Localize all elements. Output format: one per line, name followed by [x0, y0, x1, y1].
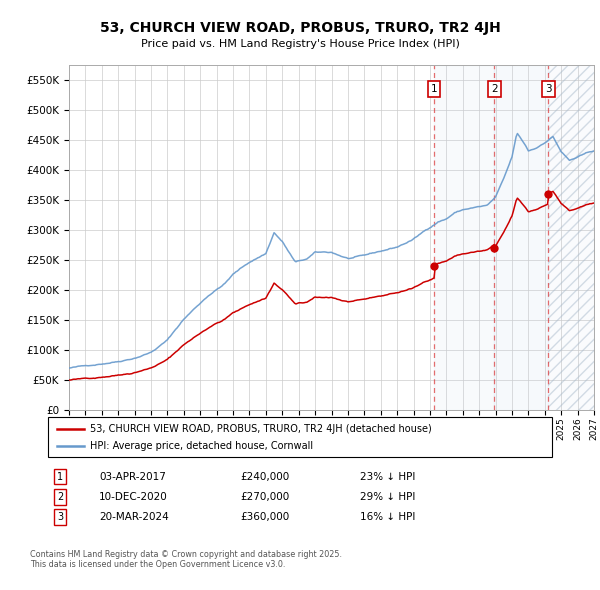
- Text: 10-DEC-2020: 10-DEC-2020: [99, 492, 168, 502]
- Text: 29% ↓ HPI: 29% ↓ HPI: [360, 492, 415, 502]
- Text: 2: 2: [57, 492, 63, 502]
- Text: 3: 3: [545, 84, 552, 94]
- Text: 03-APR-2017: 03-APR-2017: [99, 472, 166, 481]
- Bar: [548, 65, 594, 410]
- Text: 1: 1: [431, 84, 437, 94]
- Text: Contains HM Land Registry data © Crown copyright and database right 2025.
This d: Contains HM Land Registry data © Crown c…: [30, 550, 342, 569]
- Text: 16% ↓ HPI: 16% ↓ HPI: [360, 512, 415, 522]
- Bar: [494, 65, 548, 410]
- Text: 2: 2: [491, 84, 497, 94]
- Text: 53, CHURCH VIEW ROAD, PROBUS, TRURO, TR2 4JH (detached house): 53, CHURCH VIEW ROAD, PROBUS, TRURO, TR2…: [90, 424, 432, 434]
- Text: £360,000: £360,000: [240, 512, 289, 522]
- Text: £240,000: £240,000: [240, 472, 289, 481]
- Text: 20-MAR-2024: 20-MAR-2024: [99, 512, 169, 522]
- Text: £270,000: £270,000: [240, 492, 289, 502]
- Bar: [548, 65, 594, 410]
- Text: 23% ↓ HPI: 23% ↓ HPI: [360, 472, 415, 481]
- Text: HPI: Average price, detached house, Cornwall: HPI: Average price, detached house, Corn…: [90, 441, 313, 451]
- Text: 3: 3: [57, 512, 63, 522]
- Bar: [434, 65, 494, 410]
- Text: 53, CHURCH VIEW ROAD, PROBUS, TRURO, TR2 4JH: 53, CHURCH VIEW ROAD, PROBUS, TRURO, TR2…: [100, 21, 500, 35]
- Text: Price paid vs. HM Land Registry's House Price Index (HPI): Price paid vs. HM Land Registry's House …: [140, 39, 460, 49]
- Text: 1: 1: [57, 472, 63, 481]
